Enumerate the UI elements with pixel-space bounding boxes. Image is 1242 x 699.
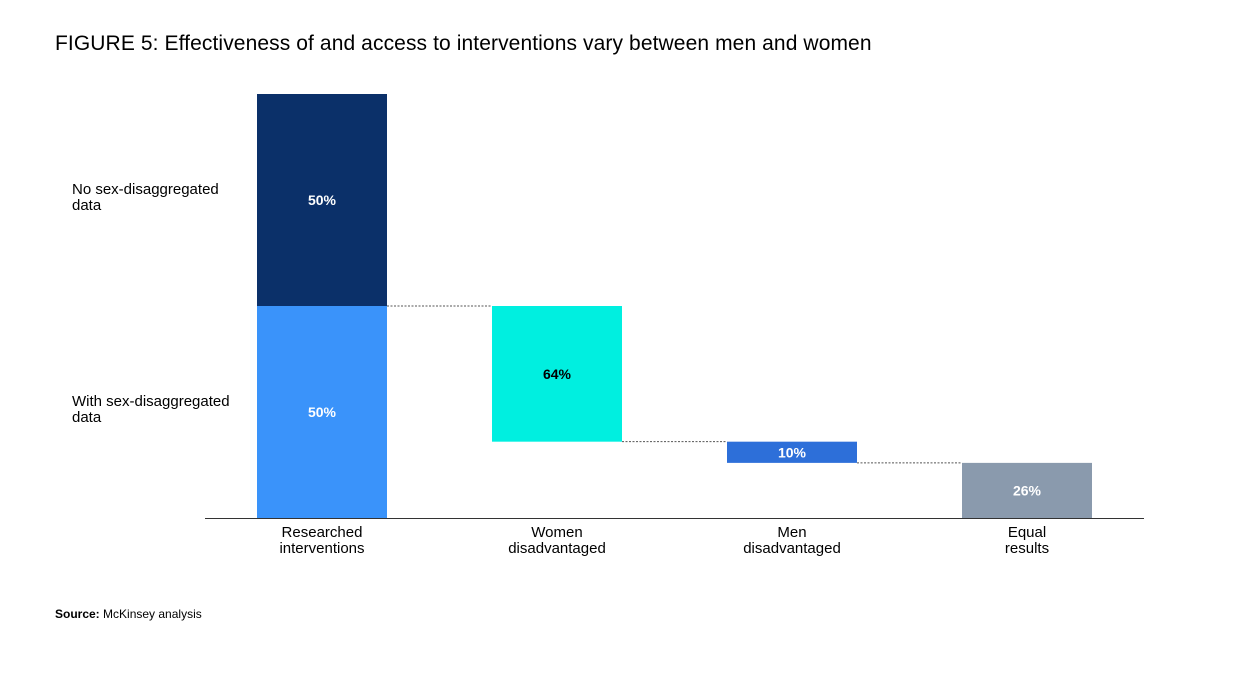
data-label-4: 10% <box>778 444 807 460</box>
bar-5 <box>962 462 1092 518</box>
source-label: Source: <box>55 607 100 621</box>
source-text: McKinsey analysis <box>103 607 202 621</box>
bar-4 <box>727 441 857 463</box>
category-label-3: Men disadvantaged <box>743 524 841 557</box>
source-note: Source: McKinsey analysis <box>55 607 202 621</box>
bar-1 <box>257 306 387 518</box>
chart-title: FIGURE 5: Effectiveness of and access to… <box>55 32 872 55</box>
segment-label-2: With sex-disaggregated data <box>72 393 230 426</box>
data-label-2: 50% <box>308 192 337 208</box>
bar-2 <box>257 94 387 306</box>
category-label-2: Women disadvantaged <box>508 524 606 557</box>
data-label-1: 50% <box>308 404 337 420</box>
bar-3 <box>492 306 622 442</box>
segment-label-1: No sex-disaggregated data <box>72 181 219 214</box>
category-label-4: Equal results <box>1005 524 1049 557</box>
data-label-3: 64% <box>543 366 572 382</box>
category-label-1: Researched interventions <box>279 524 364 557</box>
data-label-5: 26% <box>1013 482 1042 498</box>
